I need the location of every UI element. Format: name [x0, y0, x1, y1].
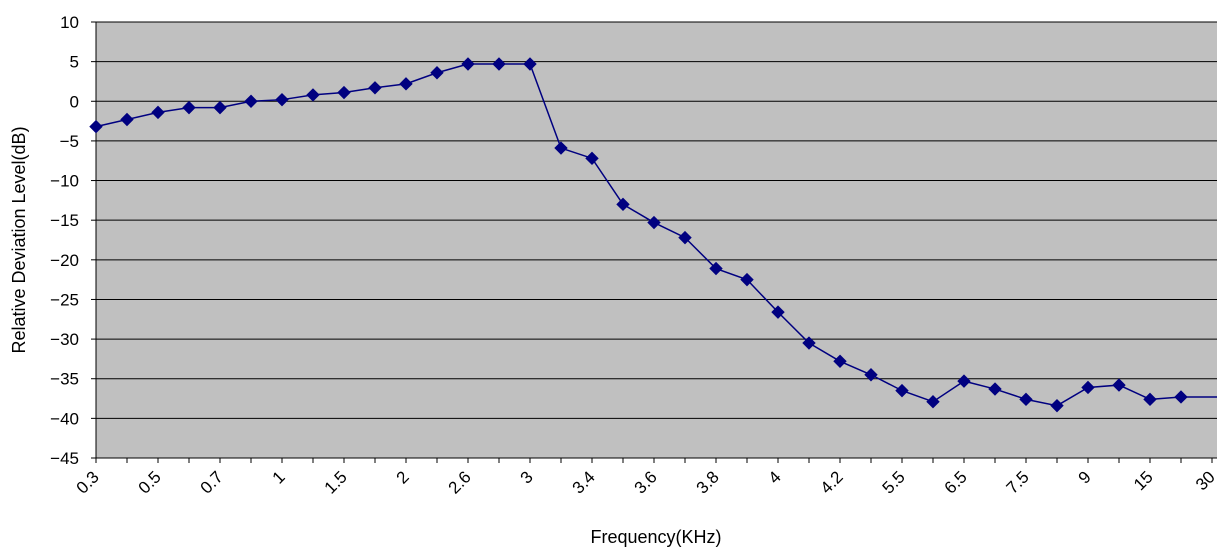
- x-tick-label: 3.4: [569, 467, 599, 497]
- data-point: [275, 92, 289, 107]
- data-point: [523, 57, 537, 71]
- x-axis-title: Frequency(KHz): [590, 527, 721, 547]
- x-tick-label: 7.5: [1003, 467, 1033, 497]
- data-markers: [89, 57, 1188, 413]
- data-point: [461, 57, 475, 71]
- data-point: [709, 261, 723, 276]
- data-point: [182, 100, 196, 115]
- data-point: [771, 305, 785, 319]
- data-point: [368, 81, 382, 95]
- data-point: [430, 66, 444, 80]
- x-tick-label: 5.5: [879, 467, 909, 497]
- data-point: [616, 197, 630, 212]
- data-point: [988, 382, 1002, 396]
- data-point: [492, 57, 506, 71]
- data-point: [554, 141, 568, 155]
- x-tick-label: 2.6: [445, 467, 475, 497]
- y-tick-label: −5: [60, 132, 79, 151]
- x-tick-label: 6.5: [941, 467, 971, 497]
- x-tick-label: 3.8: [693, 467, 723, 497]
- y-tick-label: −25: [50, 290, 79, 309]
- x-tick-label: 2: [393, 467, 413, 487]
- data-point: [1081, 380, 1095, 395]
- data-point: [802, 336, 816, 350]
- x-tick-label: 0.3: [73, 467, 103, 497]
- data-point: [740, 272, 754, 287]
- x-tick-label: 4: [765, 467, 785, 487]
- data-point: [647, 215, 661, 230]
- y-axis-title: Relative Deviation Level(dB): [9, 126, 29, 353]
- y-tick-label: −15: [50, 211, 79, 230]
- plot-area: [96, 22, 1217, 458]
- y-tick-label: −10: [50, 172, 79, 191]
- x-tick-label: 15: [1130, 467, 1157, 494]
- data-point: [306, 88, 320, 102]
- data-point: [585, 151, 599, 166]
- x-tick-label: 3.6: [631, 467, 661, 497]
- x-tick-label: 9: [1075, 467, 1095, 487]
- data-point: [957, 374, 971, 388]
- x-tick-label: 30: [1192, 467, 1217, 494]
- y-tick-label: −20: [50, 251, 79, 270]
- x-tick-label: 1: [269, 467, 289, 487]
- x-tick-label: 0.7: [197, 467, 227, 497]
- data-point: [895, 383, 909, 398]
- data-point: [833, 354, 847, 368]
- data-point: [337, 85, 351, 100]
- data-point: [1174, 390, 1188, 404]
- y-tick-label: −45: [50, 449, 79, 468]
- x-tick-label: 3: [517, 467, 537, 487]
- data-point: [213, 100, 227, 115]
- data-point: [399, 77, 413, 91]
- y-tick-label: −30: [50, 330, 79, 349]
- y-tick-label: −40: [50, 409, 79, 428]
- data-point: [1143, 392, 1157, 407]
- y-tick-label: 10: [60, 13, 79, 32]
- data-point: [678, 230, 692, 245]
- data-point: [926, 395, 940, 409]
- y-tick-label: −35: [50, 370, 79, 389]
- y-tick-label: 5: [70, 53, 79, 72]
- y-axis-ticks: 10 5 0 −5 −10 −15 −20 −25 −30 −35 −40 −45: [50, 13, 96, 468]
- data-point: [1019, 392, 1033, 407]
- x-tick-label: 1.5: [321, 467, 351, 497]
- y-tick-label: 0: [70, 92, 79, 111]
- data-point: [120, 112, 134, 127]
- x-tick-label: 4.2: [817, 467, 847, 497]
- x-tick-label: 0.5: [135, 467, 165, 497]
- data-point: [151, 105, 165, 120]
- data-point: [864, 368, 878, 382]
- x-axis-ticks: 0.3 0.5 0.7 1 1.5 2 2.6 3 3.4 3.6 3.8 4 4.2 5.5 6.5 7.5…: [73, 458, 1217, 498]
- data-point: [89, 119, 103, 134]
- data-point: [1112, 378, 1126, 392]
- data-point: [244, 94, 258, 108]
- data-point: [1050, 398, 1064, 413]
